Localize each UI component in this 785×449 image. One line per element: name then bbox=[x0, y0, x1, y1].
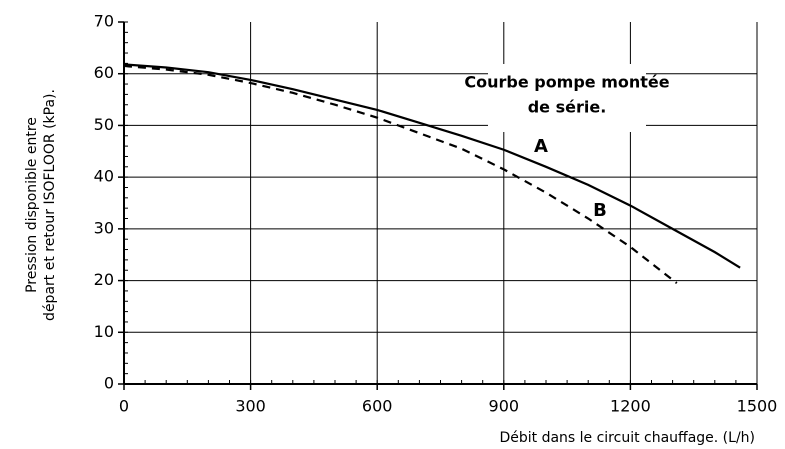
x-tick-label: 1200 bbox=[610, 397, 651, 416]
curve bbox=[123, 63, 741, 269]
series-label: A bbox=[534, 136, 548, 157]
y-axis-label: départ et retour ISOFLOOR (kPa). bbox=[42, 89, 58, 321]
x-tick-label: 300 bbox=[235, 397, 266, 416]
y-tick-label: 0 bbox=[104, 374, 114, 393]
x-tick-label: 0 bbox=[119, 397, 129, 416]
y-tick-label: 10 bbox=[94, 322, 114, 341]
y-tick-label: 40 bbox=[94, 167, 114, 186]
x-tick-label: 1500 bbox=[737, 397, 778, 416]
x-axis-label: Débit dans le circuit chauffage. (L/h) bbox=[499, 430, 755, 446]
curve bbox=[123, 64, 678, 285]
annotation-box bbox=[488, 64, 646, 132]
x-tick-label: 900 bbox=[489, 397, 520, 416]
annotation: de série. bbox=[528, 98, 607, 117]
y-tick-label: 60 bbox=[94, 63, 114, 82]
y-tick-label: 30 bbox=[94, 218, 114, 237]
y-tick-label: 70 bbox=[94, 12, 114, 31]
y-axis-label: Pression disponible entre bbox=[24, 117, 40, 293]
y-tick-label: 20 bbox=[94, 270, 114, 289]
series-label: B bbox=[593, 200, 607, 221]
annotation: Courbe pompe montée bbox=[464, 73, 669, 92]
y-tick-label: 50 bbox=[94, 115, 114, 134]
x-tick-label: 600 bbox=[362, 397, 393, 416]
